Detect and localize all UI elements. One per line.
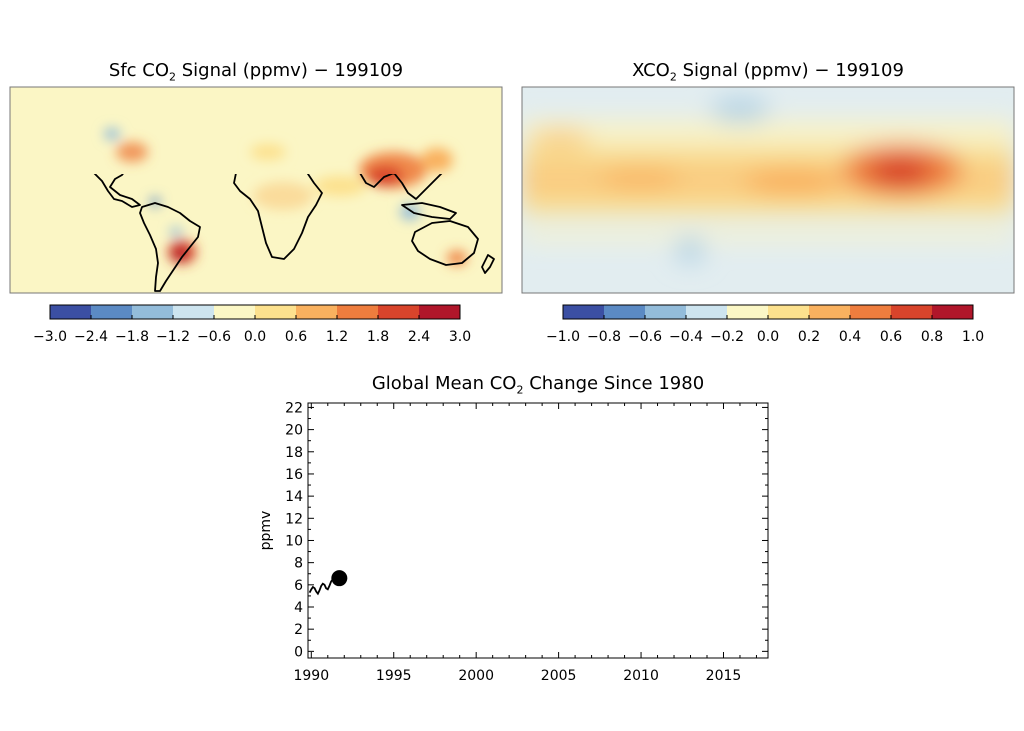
x-tick-label: 2005 (541, 668, 577, 684)
xco2-colorbar-swatch (727, 305, 769, 319)
y-axis-label: ppmv (258, 511, 274, 551)
xco2-colorbar-swatch (891, 305, 933, 319)
surface-colorbar-swatch (419, 305, 461, 319)
xco2-colorbar-swatch (645, 305, 687, 319)
surface-colorbar-tick-label: −1.8 (115, 329, 149, 345)
xco2-map-frame (521, 86, 1015, 294)
x-axis: 1990 1995 2000 2005 2010 2015 (293, 403, 757, 684)
xco2-colorbar-tick-label: 0.6 (880, 329, 902, 345)
surface-colorbar-tick-label: 3.0 (449, 329, 471, 345)
y-tick-label: 14 (285, 489, 303, 505)
plot-area (307, 402, 769, 659)
xco2-colorbar-swatch (686, 305, 728, 319)
surface-colorbar-tick-label: −2.4 (74, 329, 108, 345)
xco2-colorbar-swatch (850, 305, 892, 319)
surface-colorbar-tick-label: 1.8 (367, 329, 389, 345)
y-tick-label: 20 (285, 423, 303, 439)
surface-colorbar-tick-label: −1.2 (156, 329, 190, 345)
xco2-colorbar-tick-label: 0.2 (798, 329, 820, 345)
surface-colorbar: −3.0 −2.4 −1.8 −1.2 −0.6 0.0 0.6 1.2 1.8 2.4 3.0 (33, 304, 471, 345)
y-tick-label: 6 (294, 578, 303, 594)
xco2-colorbar: −1.0 −0.8 −0.6 −0.4 −0.2 0.0 0.2 0.4 0.6 0.8 1.0 (546, 304, 984, 345)
x-tick-label: 2000 (458, 668, 494, 684)
xco2-map-field (522, 96, 1014, 264)
xco2-colorbar-swatch (809, 305, 851, 319)
xco2-colorbar-tick-label: 0.8 (921, 329, 943, 345)
y-tick-label: 18 (285, 445, 303, 461)
y-tick-label: 16 (285, 467, 303, 483)
surface-colorbar-swatch (91, 305, 133, 319)
y-axis: 0 2 4 6 8 10 12 14 16 18 20 22 (285, 400, 768, 660)
xco2-colorbar-tick-label: −1.0 (546, 329, 580, 345)
surface-colorbar-tick-label: 0.0 (244, 329, 266, 345)
global-mean-line-chart: 0 2 4 6 8 10 12 14 16 18 20 22 1990 1995 2000 2005 2010… (258, 400, 769, 684)
xco2-colorbar-tick-label: 0.4 (839, 329, 861, 345)
surface-colorbar-swatch (50, 305, 92, 319)
surface-colorbar-tick-label: 1.2 (326, 329, 348, 345)
xco2-colorbar-tick-label: 0.0 (757, 329, 779, 345)
xco2-map-title: XCO2 Signal (ppmv) − 199109 (632, 60, 904, 84)
surface-colorbar-swatch (214, 305, 256, 319)
xco2-map: −1.0 −0.8 −0.6 −0.4 −0.2 0.0 0.2 0.4 0.6 0.8 1.0 (521, 86, 1015, 345)
x-tick-label: 1995 (376, 668, 412, 684)
y-tick-label: 22 (285, 400, 303, 416)
y-tick-label: 10 (285, 533, 303, 549)
y-tick-label: 12 (285, 511, 303, 527)
surface-colorbar-tick-label: 0.6 (285, 329, 307, 345)
surface-colorbar-tick-label: −0.6 (197, 329, 231, 345)
surface-co2-map-title: Sfc CO2 Signal (ppmv) − 199109 (108, 60, 404, 84)
surface-colorbar-tick-label: −3.0 (33, 329, 67, 345)
y-tick-label: 8 (294, 556, 303, 572)
xco2-colorbar-swatch (563, 305, 605, 319)
xco2-colorbar-swatch (604, 305, 646, 319)
x-tick-label: 1990 (293, 668, 329, 684)
surface-map-field (104, 128, 467, 265)
xco2-colorbar-tick-label: −0.8 (587, 329, 621, 345)
x-tick-label: 2010 (623, 668, 659, 684)
y-tick-label: 2 (294, 622, 303, 638)
xco2-colorbar-tick-label: −0.2 (710, 329, 744, 345)
y-tick-label: 0 (294, 644, 303, 660)
xco2-colorbar-tick-label: −0.4 (669, 329, 703, 345)
surface-colorbar-swatch (337, 305, 379, 319)
surface-co2-map: −3.0 −2.4 −1.8 −1.2 −0.6 0.0 0.6 1.2 1.8 2.4 3.0 (9, 86, 503, 345)
xco2-colorbar-tick-label: 1.0 (962, 329, 984, 345)
y-tick-label: 4 (294, 600, 303, 616)
surface-colorbar-swatch (296, 305, 338, 319)
xco2-colorbar-tick-label: −0.6 (628, 329, 662, 345)
current-value-marker (331, 570, 348, 587)
surface-colorbar-swatch (173, 305, 215, 319)
global-mean-chart-title: Global Mean CO2 Change Since 1980 (371, 373, 705, 397)
xco2-colorbar-swatch (932, 305, 974, 319)
surface-colorbar-swatch (255, 305, 297, 319)
surface-colorbar-swatch (132, 305, 174, 319)
surface-map-frame (9, 86, 503, 294)
surface-colorbar-swatch (378, 305, 420, 319)
xco2-colorbar-swatch (768, 305, 810, 319)
surface-colorbar-tick-label: 2.4 (408, 329, 430, 345)
x-tick-label: 2015 (706, 668, 742, 684)
